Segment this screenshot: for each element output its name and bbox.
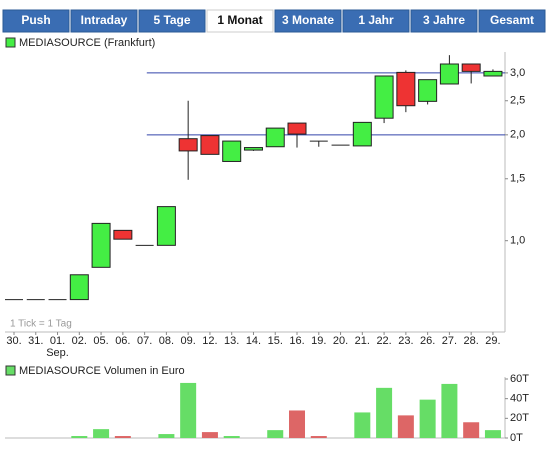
tab-label[interactable]: 3 Monate — [282, 13, 334, 27]
x-tick-label: 01. — [50, 335, 65, 347]
tab-label[interactable]: 1 Monat — [217, 13, 262, 27]
x-tick-label: 02. — [72, 335, 87, 347]
volume-bar — [180, 382, 197, 438]
x-tick-label: 09. — [181, 335, 196, 347]
x-tick-label: 29. — [485, 335, 500, 347]
candle-body — [91, 222, 111, 268]
volume-bar — [71, 436, 88, 438]
volume-bar — [484, 430, 501, 438]
candle-body — [265, 127, 285, 148]
candle-body — [243, 147, 263, 151]
volume-bar — [310, 436, 327, 438]
tab[interactable] — [138, 9, 206, 33]
x-tick-label: 30. — [6, 335, 21, 347]
x-tick-label: 06. — [115, 335, 130, 347]
candle-body — [287, 122, 307, 135]
x-tick-label: 20. — [333, 335, 348, 347]
y-tick-label: 1,5 — [510, 173, 525, 185]
y-tick-label: 3,0 — [510, 67, 525, 79]
candle-body — [69, 274, 89, 301]
tab[interactable] — [342, 9, 410, 33]
tab[interactable] — [206, 9, 274, 33]
volume-bar — [376, 387, 393, 438]
x-tick-sublabel: Sep. — [46, 347, 69, 359]
tab-label[interactable]: Push — [21, 13, 50, 27]
y-tick-label: 2,0 — [510, 129, 525, 141]
y-tick-label: 40T — [510, 393, 529, 405]
x-tick-label: 19. — [311, 335, 326, 347]
volume-bar — [397, 415, 414, 438]
legend-label: MEDIASOURCE (Frankfurt) — [19, 37, 155, 49]
tab-label[interactable]: 1 Jahr — [358, 13, 394, 27]
candle-body — [200, 135, 220, 155]
x-tick-label: 28. — [464, 335, 479, 347]
x-tick-label: 22. — [376, 335, 391, 347]
volume-bar — [114, 436, 131, 438]
x-tick-label: 16. — [289, 335, 304, 347]
tab[interactable] — [410, 9, 478, 33]
volume-bar — [267, 430, 284, 438]
y-tick-label: 2,5 — [510, 95, 525, 107]
candle-body — [461, 63, 481, 72]
volume-bar — [201, 432, 218, 438]
candle-body — [352, 121, 372, 147]
volume-bar — [158, 434, 175, 438]
legend-swatch — [5, 365, 16, 376]
tab-label[interactable]: 3 Jahre — [423, 13, 465, 27]
volume-bar — [354, 412, 371, 438]
x-tick-label: 13. — [224, 335, 239, 347]
volume-bar — [93, 429, 110, 438]
tab-label[interactable]: 5 Tage — [153, 13, 190, 27]
y-tick-label: 20T — [510, 412, 529, 424]
candle-body — [418, 79, 438, 102]
x-tick-label: 15. — [268, 335, 283, 347]
tab-label[interactable]: Gesamt — [490, 13, 534, 27]
candle-body — [113, 229, 133, 240]
volume-bar — [289, 410, 306, 438]
x-tick-label: 21. — [355, 335, 370, 347]
tab[interactable] — [2, 9, 70, 33]
volume-bar — [441, 383, 458, 438]
annotation: 1 Tick = 1 Tag — [10, 319, 72, 330]
tab-label[interactable]: Intraday — [81, 13, 128, 27]
x-tick-label: 26. — [420, 335, 435, 347]
x-tick-label: 08. — [159, 335, 174, 347]
x-tick-label: 31. — [28, 335, 43, 347]
legend-swatch — [5, 37, 16, 48]
x-tick-label: 14. — [246, 335, 261, 347]
legend-label: MEDIASOURCE Volumen in Euro — [19, 365, 185, 377]
x-tick-label: 12. — [202, 335, 217, 347]
candle-body — [374, 75, 394, 119]
tab[interactable] — [478, 9, 546, 33]
x-tick-label: 27. — [442, 335, 457, 347]
candle-body — [156, 206, 176, 246]
candle-body — [178, 138, 198, 152]
y-tick-label: 60T — [510, 373, 529, 385]
tab[interactable] — [274, 9, 342, 33]
x-tick-label: 07. — [137, 335, 152, 347]
tab[interactable] — [70, 9, 138, 33]
x-tick-label: 05. — [93, 335, 108, 347]
y-tick-label: 1,0 — [510, 235, 525, 247]
volume-bar — [463, 422, 480, 438]
x-tick-label: 23. — [398, 335, 413, 347]
candle-body — [222, 140, 242, 162]
y-tick-label: 0T — [510, 432, 523, 444]
candle-body — [439, 63, 459, 85]
candle-body — [396, 71, 416, 107]
volume-bar — [419, 399, 436, 438]
candle-body — [483, 70, 503, 77]
volume-bar — [223, 436, 240, 438]
